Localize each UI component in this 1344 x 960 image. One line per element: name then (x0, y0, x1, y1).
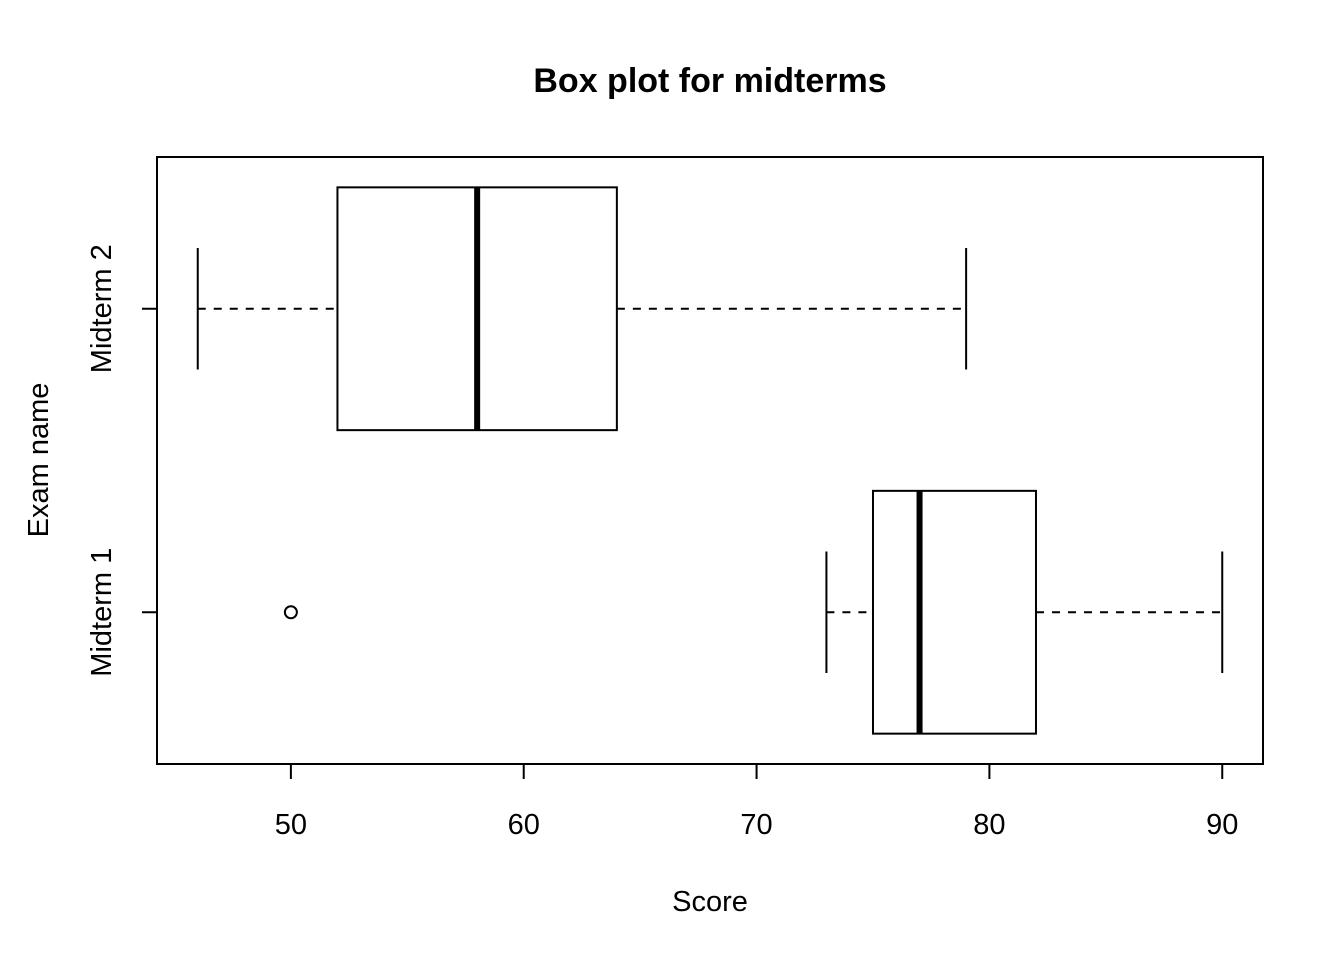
x-axis: 50 60 70 80 90 (275, 763, 1238, 841)
x-tick-label-60: 60 (508, 809, 540, 841)
y-tick-label-midterm-1: Midterm 1 (86, 548, 118, 677)
box-group-midterm-1 (283, 489, 1224, 735)
x-tick-label-50: 50 (275, 809, 307, 841)
y-axis-label: Exam name (23, 383, 55, 538)
x-axis-label: Score (672, 886, 748, 918)
boxes-layer (196, 186, 1224, 735)
box-midterm-1 (871, 489, 1037, 735)
x-tick-label-70: 70 (740, 809, 772, 841)
box-group-midterm-2 (196, 186, 968, 432)
y-axis: Midterm 1 Midterm 2 (86, 244, 158, 677)
chart-title: Box plot for midterms (533, 62, 886, 100)
outlier-midterm-1-0 (283, 605, 298, 620)
x-tick-label-90: 90 (1206, 809, 1238, 841)
y-tick-label-midterm-2: Midterm 2 (86, 244, 118, 373)
x-tick-label-80: 80 (973, 809, 1005, 841)
plot-frame (156, 156, 1264, 765)
